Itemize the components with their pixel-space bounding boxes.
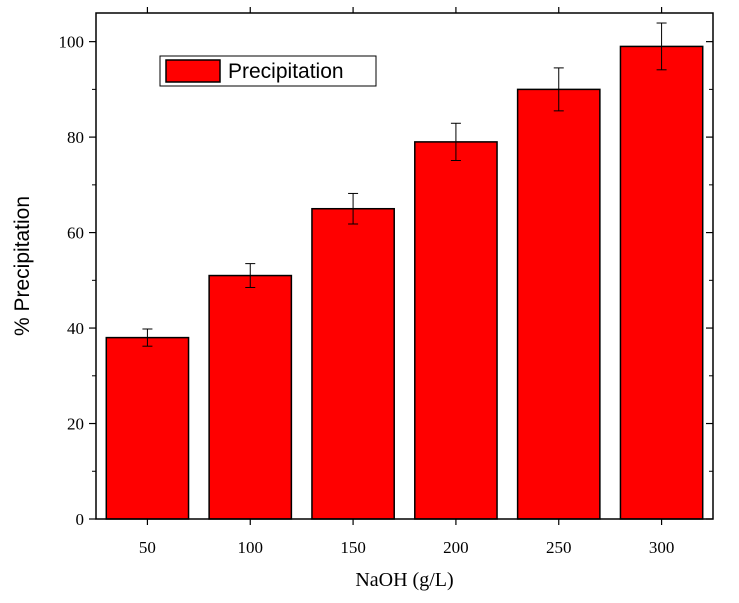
legend-label-precipitation: Precipitation bbox=[228, 60, 344, 83]
x-tick-label-100: 100 bbox=[238, 538, 264, 557]
y-tick-label-60: 60 bbox=[67, 224, 84, 243]
bar-300 bbox=[619, 45, 704, 520]
y-tick-label-40: 40 bbox=[67, 319, 84, 338]
x-tick-labels: 50 100 150 200 250 300 bbox=[139, 538, 674, 557]
bars-group bbox=[105, 45, 704, 520]
error-bars-group bbox=[142, 22, 667, 347]
error-bar-200 bbox=[450, 122, 461, 162]
bar-150 bbox=[311, 207, 395, 520]
y-tick-label-80: 80 bbox=[67, 128, 84, 147]
x-tick-label-50: 50 bbox=[139, 538, 156, 557]
bar-100 bbox=[208, 274, 293, 520]
error-bar-50 bbox=[142, 328, 153, 347]
error-bar-100 bbox=[245, 263, 256, 288]
legend-swatch-precipitation bbox=[165, 59, 221, 83]
x-axis-title: NaOH (g/L) bbox=[355, 569, 453, 591]
ticks-group bbox=[89, 7, 713, 525]
x-tick-label-200: 200 bbox=[443, 538, 469, 557]
error-bar-150 bbox=[348, 192, 359, 225]
bar-250 bbox=[516, 88, 601, 520]
bar-50 bbox=[105, 336, 190, 520]
error-bar-300 bbox=[656, 22, 667, 71]
legend: Precipitation bbox=[159, 55, 377, 87]
x-tick-label-250: 250 bbox=[546, 538, 572, 557]
error-bar-250 bbox=[553, 67, 564, 112]
plot-frame bbox=[95, 12, 714, 520]
x-tick-label-300: 300 bbox=[649, 538, 675, 557]
x-tick-label-150: 150 bbox=[340, 538, 366, 557]
y-tick-label-0: 0 bbox=[76, 510, 85, 529]
y-tick-label-100: 100 bbox=[59, 33, 85, 52]
y-axis-title: % Precipitation bbox=[11, 196, 34, 336]
y-tick-labels: 0 20 40 60 80 100 bbox=[59, 33, 85, 529]
bar-200 bbox=[414, 141, 498, 520]
y-tick-label-20: 20 bbox=[67, 415, 84, 434]
